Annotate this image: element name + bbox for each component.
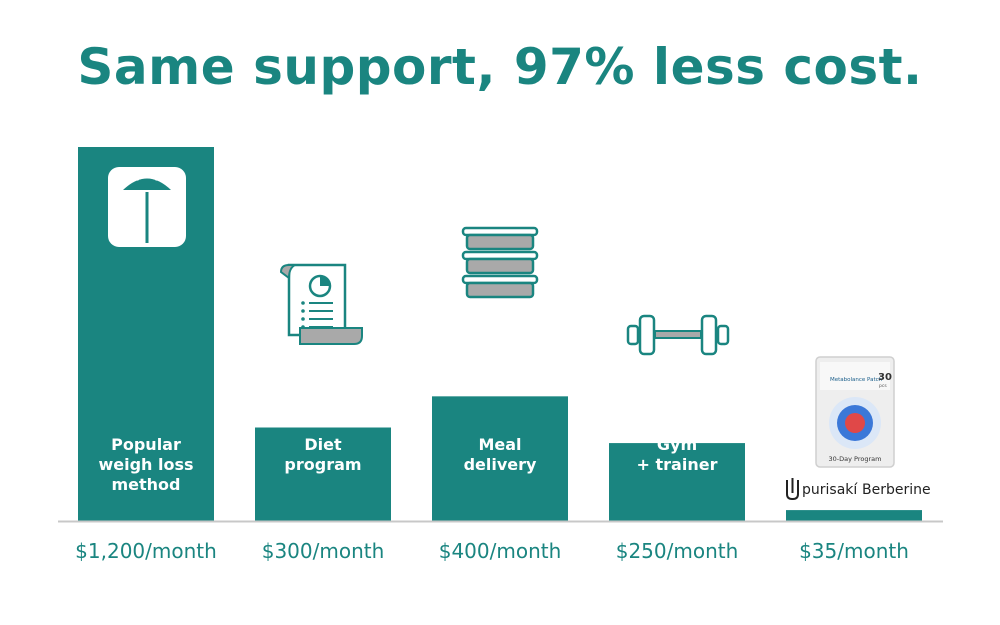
price-label-4: $250/month [616, 539, 739, 563]
price-label-3: $400/month [439, 539, 562, 563]
bar-label-4-line-2: + trainer [637, 455, 718, 474]
bar-label-3-line-1: Meal [478, 435, 521, 454]
bar-5 [786, 510, 922, 521]
bar-label-3-line-2: delivery [464, 455, 537, 474]
package-caption: 30-Day Program [829, 455, 882, 463]
bar-4 [609, 443, 745, 521]
bar-2 [255, 427, 391, 521]
package-count: 30 [878, 372, 892, 383]
bar-label-1-line-1: Popular [111, 435, 181, 454]
price-label-5: $35/month [799, 539, 909, 563]
package-top-text: Metabolance Patch [830, 377, 883, 383]
price-label-2: $300/month [262, 539, 385, 563]
bar-label-2-line-1: Diet [304, 435, 342, 454]
chart-title: Same support, 97% less cost. [77, 38, 923, 96]
bar-label-1-line-2: weigh loss [98, 455, 193, 474]
brand-logo: purisakí Berberine [786, 478, 931, 500]
meal-containers-icon [461, 226, 539, 299]
scale-icon [108, 167, 186, 247]
bar-3 [432, 396, 568, 521]
bar-label-1-line-3: method [111, 475, 180, 494]
product-name: Berberine [862, 482, 931, 498]
dumbbell-icon [626, 314, 730, 356]
bar-label-4-line-1: Gym [657, 435, 697, 454]
brand-name: purisakí [802, 482, 858, 498]
package-count-unit: pcs [879, 384, 887, 389]
diet-plan-document-icon [279, 263, 363, 345]
price-label-1: $1,200/month [75, 539, 217, 563]
bar-label-2-line-2: program [284, 455, 361, 474]
